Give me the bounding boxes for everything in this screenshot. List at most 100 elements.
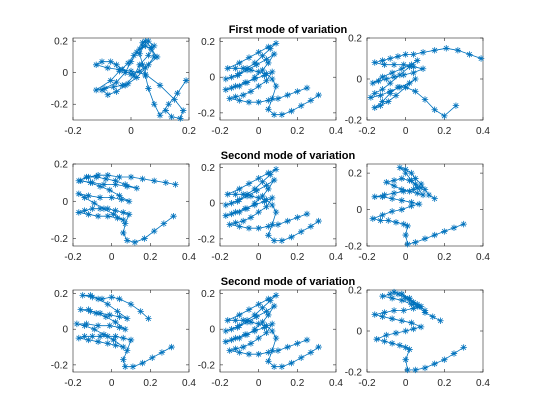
x-tick-label: 0: [403, 126, 409, 137]
data-point: [272, 208, 280, 216]
y-tick-label: 0.2: [348, 34, 362, 45]
data-point: [81, 207, 88, 214]
data-point: [404, 222, 411, 230]
data-point: [122, 326, 129, 333]
data-point: [240, 217, 247, 225]
data-point: [288, 233, 295, 241]
data-point: [247, 318, 255, 326]
data-point: [377, 217, 384, 224]
data-point: [93, 86, 100, 94]
data-point: [141, 235, 148, 242]
data-point: [251, 327, 258, 335]
data-point: [85, 211, 92, 218]
data-point: [236, 97, 243, 104]
y-tick-label: 0: [209, 73, 215, 84]
data-point: [122, 69, 129, 76]
data-point: [151, 177, 158, 184]
data-point: [232, 334, 239, 342]
data-point: [402, 51, 409, 58]
data-point: [133, 185, 140, 192]
data-point: [412, 180, 419, 188]
data-point: [381, 191, 388, 199]
data-point: [259, 304, 266, 312]
data-point: [116, 295, 123, 303]
data-point: [419, 49, 427, 56]
data-point: [247, 66, 255, 74]
data-point: [100, 205, 108, 212]
data-point: [412, 75, 419, 83]
data-point: [425, 191, 433, 199]
data-point: [149, 354, 156, 361]
data-point: [172, 181, 179, 188]
data-point: [228, 200, 235, 207]
data-point: [93, 309, 100, 317]
data-point: [168, 343, 175, 351]
data-point: [123, 237, 131, 244]
data-point: [75, 177, 82, 184]
x-tick-label: 0: [109, 378, 115, 389]
data-point: [263, 203, 270, 210]
y-tick-label: -0.2: [345, 242, 363, 253]
data-point: [251, 75, 258, 83]
data-point: [104, 91, 111, 98]
data-point: [120, 209, 127, 216]
data-point: [443, 45, 450, 52]
data-point: [94, 171, 102, 179]
data-point: [110, 336, 117, 344]
x-tick-label: -0.2: [358, 126, 376, 137]
data-point: [85, 336, 92, 344]
data-point: [315, 343, 322, 351]
y-tick-label: 0: [356, 75, 362, 86]
data-point: [408, 202, 415, 210]
data-point: [396, 71, 404, 79]
data-point: [165, 101, 172, 108]
data-point: [398, 197, 405, 204]
axes-box: [219, 289, 337, 373]
data-point: [222, 327, 229, 335]
data-point: [253, 61, 260, 68]
data-point: [263, 56, 270, 63]
data-point: [96, 309, 104, 317]
data-point: [441, 112, 448, 120]
data-point: [377, 92, 384, 99]
data-point: [272, 82, 280, 90]
data-point: [123, 315, 131, 322]
data-point: [241, 205, 249, 212]
data-point: [402, 169, 409, 177]
data-point: [294, 340, 301, 347]
data-point: [139, 175, 146, 183]
data-point: [431, 195, 438, 202]
data-point: [137, 308, 144, 315]
subplot-2: -0.2 0 0.2 0.4 -0.2 0 0.2: [198, 37, 344, 137]
data-point: [243, 192, 251, 200]
data-point: [255, 175, 262, 182]
y-tick-label: -0.2: [51, 234, 69, 245]
data-point: [145, 52, 152, 59]
data-point: [392, 92, 400, 99]
data-point: [307, 223, 315, 230]
data-point: [388, 208, 396, 215]
data-point: [232, 219, 239, 227]
x-tick-label: -0.2: [211, 378, 229, 389]
data-point: [116, 173, 123, 181]
data-point: [267, 45, 274, 52]
data-point: [454, 47, 462, 54]
data-point: [85, 192, 92, 199]
data-point: [270, 237, 278, 244]
data-point: [406, 79, 413, 87]
data-point: [224, 317, 231, 324]
data-point: [123, 347, 131, 354]
data-point: [224, 65, 231, 72]
data-point: [139, 359, 146, 367]
data-point: [270, 363, 278, 370]
x-tick-label: 0.4: [476, 126, 490, 137]
data-point: [379, 86, 386, 93]
x-tick-label: 0.4: [329, 378, 343, 389]
data-point: [228, 210, 235, 218]
y-tick-label: 0.2: [348, 169, 362, 180]
data-point: [394, 84, 402, 91]
data-point: [222, 75, 229, 83]
data-point: [253, 187, 260, 194]
data-point: [402, 356, 409, 363]
data-point: [270, 302, 278, 310]
